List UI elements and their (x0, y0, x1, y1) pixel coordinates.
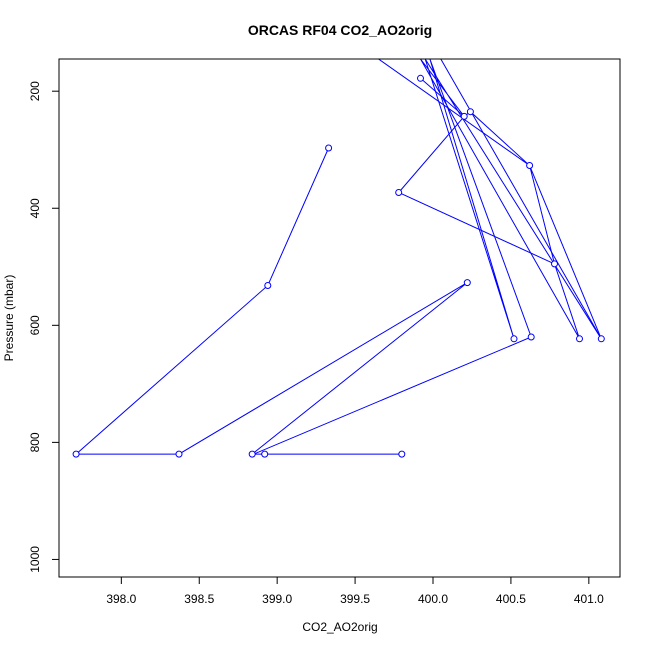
chart-title: ORCAS RF04 CO2_AO2orig (248, 22, 432, 38)
plot-area (58, 58, 621, 578)
data-point (463, 279, 471, 287)
plot-frame (58, 58, 621, 578)
y-tick-label: 600 (28, 315, 42, 335)
marker-layer (72, 74, 605, 458)
data-point (248, 450, 256, 458)
data-point (325, 144, 333, 152)
series-layer (74, 59, 602, 455)
y-tick-label: 400 (28, 198, 42, 218)
data-point (175, 450, 183, 458)
y-axis: 200 400 600 800 1000 (28, 81, 60, 573)
x-tick-label: 400.0 (418, 592, 448, 606)
y-tick-label: 200 (28, 81, 42, 101)
data-point (398, 450, 406, 458)
x-tick-label: 401.0 (574, 592, 604, 606)
y-tick-label: 1000 (28, 546, 42, 573)
data-point (395, 189, 403, 196)
x-tick-label: 398.5 (184, 592, 214, 606)
data-point (510, 335, 518, 343)
series-line-2 (253, 59, 602, 455)
x-axis: 398.0 398.5 399.0 399.5 400.0 400.5 401.0 (106, 576, 604, 606)
data-point (551, 260, 558, 268)
y-axis-label: Pressure (mbar) (2, 275, 16, 362)
data-point (264, 282, 272, 289)
x-tick-label: 399.0 (262, 592, 292, 606)
series-line-1 (74, 147, 468, 455)
data-point (466, 108, 474, 116)
data-point (527, 333, 535, 341)
data-point (526, 162, 534, 169)
x-tick-label: 400.5 (496, 592, 526, 606)
series-line-3 (397, 77, 555, 265)
data-point (417, 74, 424, 82)
data-point (460, 112, 468, 120)
y-tick-label: 800 (28, 432, 42, 452)
data-point (597, 335, 605, 343)
x-tick-label: 399.5 (340, 592, 370, 606)
x-tick-label: 398.0 (106, 592, 136, 606)
series-line-4 (440, 59, 602, 340)
data-point (261, 450, 269, 458)
x-axis-label: CO2_AO2orig (302, 620, 377, 634)
data-point (576, 335, 583, 343)
data-point (72, 450, 80, 458)
